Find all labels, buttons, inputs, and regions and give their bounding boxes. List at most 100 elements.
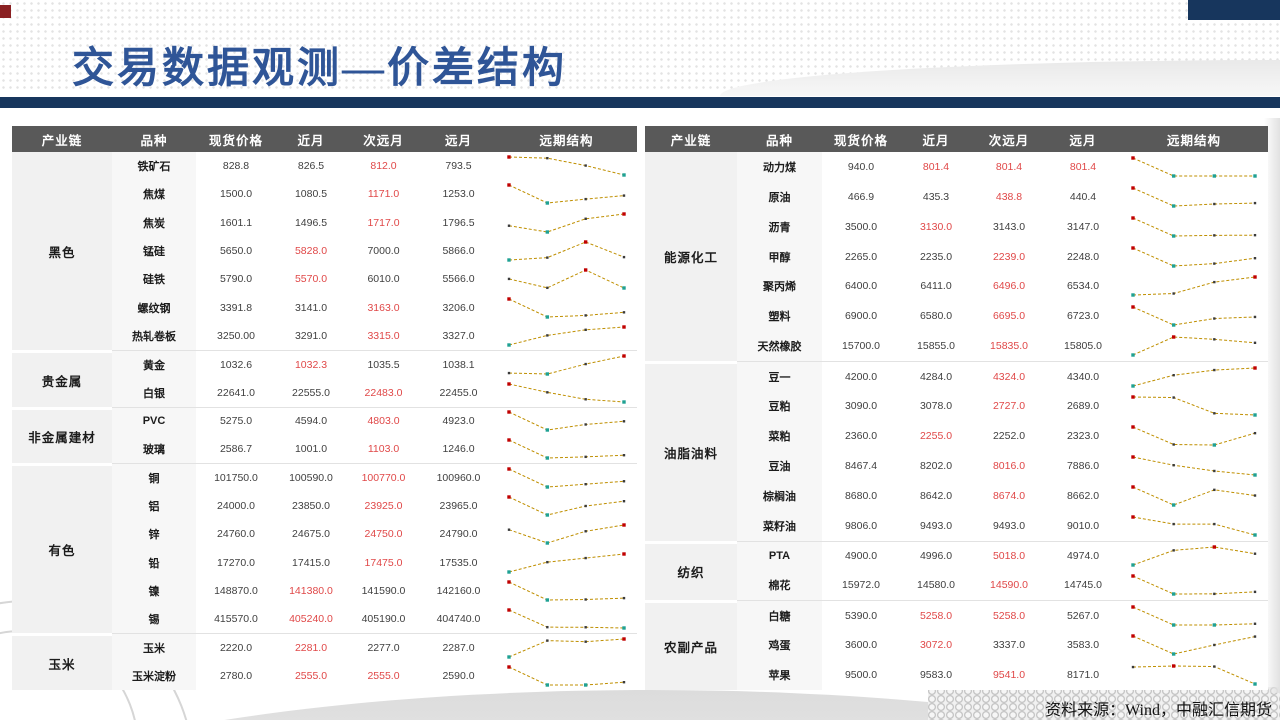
far-month-cell: 142160.0 <box>421 576 496 606</box>
far-month-cell: 15805.0 <box>1046 331 1120 362</box>
column-header-7: 远期结构 <box>1120 126 1268 152</box>
far-month-cell: 404740.0 <box>421 605 496 634</box>
near-month-cell: 801.4 <box>900 152 972 182</box>
spot-price-cell: 148870.0 <box>196 576 276 606</box>
near-month-cell: 100590.0 <box>276 463 346 492</box>
spot-price-cell: 3500.0 <box>822 211 900 242</box>
variety-cell: 菜粕 <box>737 421 822 451</box>
column-header-3: 现货价格 <box>196 126 276 152</box>
near-month-cell: 23850.0 <box>276 491 346 521</box>
variety-cell: 热轧卷板 <box>112 321 196 351</box>
forward-curve-sparkline <box>507 183 626 206</box>
column-header-5: 次远月 <box>346 126 421 152</box>
next-far-month-cell: 812.0 <box>346 152 421 181</box>
variety-cell: 白糖 <box>737 600 822 631</box>
next-far-month-cell: 5018.0 <box>972 540 1046 571</box>
forward-curve-sparkline <box>1131 186 1257 208</box>
forward-structure-cell <box>1120 450 1268 481</box>
forward-curve-sparkline <box>507 438 626 461</box>
spot-price-cell: 4200.0 <box>822 361 900 392</box>
next-far-month-cell: 2555.0 <box>346 661 421 690</box>
variety-cell: 铝 <box>112 491 196 521</box>
variety-cell: 豆油 <box>737 450 822 481</box>
spot-price-cell: 3391.8 <box>196 293 276 322</box>
near-month-cell: 3141.0 <box>276 293 346 322</box>
forward-structure-cell <box>496 633 637 662</box>
near-month-cell: 15855.0 <box>900 331 972 362</box>
forward-structure-cell <box>496 293 637 322</box>
forward-curve-sparkline <box>507 467 626 489</box>
far-month-cell: 100960.0 <box>421 463 496 492</box>
near-month-cell: 3072.0 <box>900 630 972 661</box>
industry-group-cell: 有色 <box>12 463 112 634</box>
forward-structure-cell <box>1120 271 1268 302</box>
far-month-cell: 6534.0 <box>1046 271 1120 302</box>
right-commodity-table: 产业链 品种 现货价格 近月 次远月 远月 远期结构 能源化工 动力煤 940.0 801.4 801… <box>645 126 1268 690</box>
far-month-cell: 1246.0 <box>421 435 496 464</box>
near-month-cell: 17415.0 <box>276 548 346 577</box>
forward-curve-sparkline <box>1131 605 1257 627</box>
next-far-month-cell: 4803.0 <box>346 406 421 436</box>
spot-price-cell: 17270.0 <box>196 548 276 577</box>
next-far-month-cell: 1103.0 <box>346 435 421 464</box>
forward-structure-cell <box>496 180 637 209</box>
forward-curve-sparkline <box>507 155 626 177</box>
far-month-cell: 2590.0 <box>421 661 496 690</box>
next-far-month-cell: 6010.0 <box>346 265 421 294</box>
slide-title: 交易数据观测—价差结构 <box>72 46 568 92</box>
far-month-cell: 9010.0 <box>1046 510 1120 541</box>
forward-structure-cell <box>1120 211 1268 242</box>
next-far-month-cell: 7000.0 <box>346 236 421 266</box>
forward-structure-cell <box>496 491 637 521</box>
spot-price-cell: 8680.0 <box>822 480 900 511</box>
far-month-cell: 6723.0 <box>1046 301 1120 332</box>
far-month-cell: 5267.0 <box>1046 600 1120 631</box>
near-month-cell: 1496.5 <box>276 208 346 237</box>
next-far-month-cell: 801.4 <box>972 152 1046 182</box>
forward-curve-sparkline <box>507 381 626 404</box>
next-far-month-cell: 8674.0 <box>972 480 1046 511</box>
halftone-dots-bottom <box>928 687 1280 720</box>
forward-structure-cell <box>496 378 637 407</box>
spot-price-cell: 3600.0 <box>822 630 900 661</box>
near-month-cell: 24675.0 <box>276 520 346 549</box>
column-header-6: 远月 <box>421 126 496 152</box>
far-month-cell: 17535.0 <box>421 548 496 577</box>
spot-price-cell: 101750.0 <box>196 463 276 492</box>
spot-price-cell: 2586.7 <box>196 435 276 464</box>
forward-structure-cell <box>1120 630 1268 661</box>
near-month-cell: 4996.0 <box>900 540 972 571</box>
next-far-month-cell: 2277.0 <box>346 633 421 662</box>
near-month-cell: 14580.0 <box>900 570 972 601</box>
near-month-cell: 3130.0 <box>900 211 972 242</box>
spot-price-cell: 2360.0 <box>822 421 900 451</box>
column-header-7: 远期结构 <box>496 126 637 152</box>
far-month-cell: 8662.0 <box>1046 480 1120 511</box>
spot-price-cell: 24760.0 <box>196 520 276 549</box>
industry-group-cell: 纺织 <box>645 540 737 601</box>
next-far-month-cell: 15835.0 <box>972 331 1046 362</box>
spot-price-cell: 9500.0 <box>822 660 900 690</box>
spot-price-cell: 1500.0 <box>196 180 276 209</box>
corner-accent-red <box>0 5 11 18</box>
variety-cell: 聚丙烯 <box>737 271 822 302</box>
far-month-cell: 3147.0 <box>1046 211 1120 242</box>
far-month-cell: 3583.0 <box>1046 630 1120 661</box>
next-far-month-cell: 9493.0 <box>972 510 1046 541</box>
forward-structure-cell <box>1120 301 1268 332</box>
next-far-month-cell: 3337.0 <box>972 630 1046 661</box>
industry-group-cell: 农副产品 <box>645 600 737 690</box>
forward-curve-sparkline <box>507 580 626 602</box>
column-header-1: 产业链 <box>645 126 737 152</box>
spot-price-cell: 1601.1 <box>196 208 276 237</box>
spot-price-cell: 15700.0 <box>822 331 900 362</box>
near-month-cell: 2235.0 <box>900 241 972 272</box>
variety-cell: 苹果 <box>737 660 822 690</box>
forward-structure-cell <box>496 520 637 549</box>
near-month-cell: 1001.0 <box>276 435 346 464</box>
spot-price-cell: 22641.0 <box>196 378 276 407</box>
forward-curve-sparkline <box>507 637 626 659</box>
industry-group-cell: 能源化工 <box>645 152 737 362</box>
forward-structure-cell <box>496 463 637 492</box>
title-underline-bar <box>0 97 1280 108</box>
